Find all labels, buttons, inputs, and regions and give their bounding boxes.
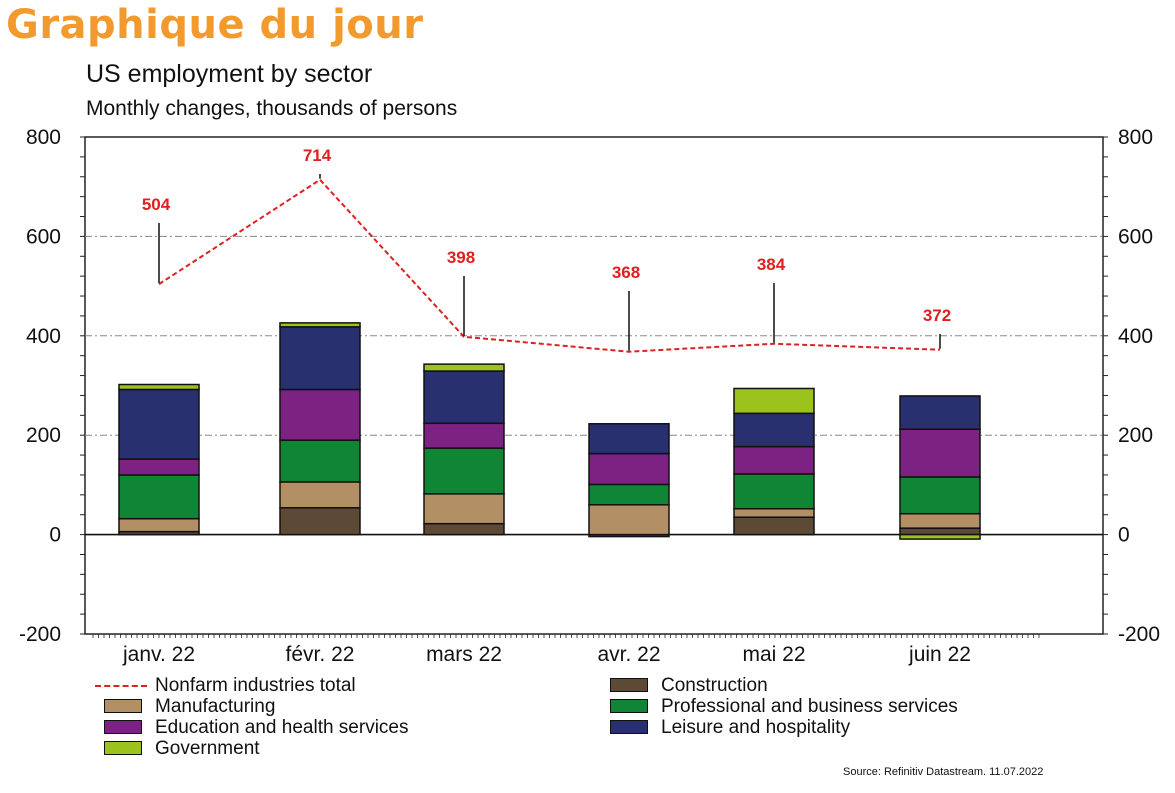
- y-tick-label-left: 600: [26, 225, 61, 248]
- legend-label: Professional and business services: [661, 696, 958, 717]
- legend-label: Education and health services: [155, 717, 409, 738]
- y-tick-label-right: 600: [1118, 225, 1153, 248]
- plot-frame: [84, 136, 1104, 635]
- x-category-label: févr. 22: [286, 643, 355, 666]
- bar-segment: [279, 326, 361, 391]
- y-tick-label-left: 0: [49, 524, 61, 547]
- legend-label: Construction: [661, 675, 768, 696]
- legend-swatch: [104, 699, 142, 713]
- bar-segment: [279, 439, 361, 483]
- bar-segment: [899, 533, 981, 540]
- legend-label: Leisure and hospitality: [661, 717, 851, 738]
- legend-dashed-line: [95, 685, 147, 687]
- bar-segment: [733, 473, 815, 510]
- bar-segment: [733, 516, 815, 536]
- y-tick-label-right: 800: [1118, 126, 1153, 149]
- legend-swatch: [104, 741, 142, 755]
- data-label: 368: [612, 263, 640, 282]
- page-header-title: Graphique du jour: [6, 2, 424, 48]
- bar-segment: [899, 512, 981, 529]
- bar-segment: [588, 483, 670, 506]
- y-tick-label-right: -200: [1118, 623, 1160, 646]
- bar-segment: [588, 452, 670, 486]
- bar-segment: [733, 412, 815, 448]
- bar-segment: [118, 458, 200, 476]
- bar-segment: [733, 387, 815, 415]
- data-label: 398: [447, 248, 475, 267]
- x-category-label: janv. 22: [122, 643, 195, 666]
- bar-segment: [899, 527, 981, 536]
- bar-segment: [899, 428, 981, 478]
- x-category-label: mai 22: [742, 643, 805, 666]
- bar-segment: [423, 447, 505, 495]
- y-tick-label-left: 800: [26, 126, 61, 149]
- bar-segment: [279, 322, 361, 328]
- chart-title: US employment by sector: [86, 60, 373, 88]
- legend-label: Nonfarm industries total: [155, 675, 356, 696]
- legend-swatch: [104, 720, 142, 734]
- data-label: 504: [142, 195, 171, 214]
- y-tick-label-left: -200: [19, 623, 61, 646]
- nonfarm-total-line: [158, 178, 941, 353]
- bar-segment: [279, 507, 361, 536]
- bar-segment: [423, 370, 505, 425]
- legend-swatch: [610, 720, 648, 734]
- bar-segment: [423, 522, 505, 536]
- bar-segment: [118, 474, 200, 520]
- y-tick-label-left: 400: [26, 325, 61, 348]
- chart-subtitle: Monthly changes, thousands of persons: [86, 97, 458, 120]
- bar-segment: [279, 481, 361, 509]
- bar-segment: [279, 388, 361, 441]
- data-label: 714: [303, 146, 332, 165]
- bar-segment: [733, 445, 815, 475]
- data-label: 372: [923, 306, 951, 325]
- y-tick-label-right: 400: [1118, 325, 1153, 348]
- x-category-label: juin 22: [908, 643, 971, 666]
- bar-segment: [118, 388, 200, 460]
- x-category-label: avr. 22: [597, 643, 660, 666]
- bar-segment: [588, 423, 670, 455]
- bar-segment: [899, 476, 981, 515]
- bar-segment: [423, 422, 505, 449]
- legend-swatch: [610, 699, 648, 713]
- bar-segment: [588, 504, 670, 536]
- bar-segment: [423, 363, 505, 372]
- legend-label: Government: [155, 738, 260, 759]
- bar-segment: [733, 508, 815, 518]
- bar-segment: [118, 517, 200, 533]
- y-tick-label-left: 200: [26, 424, 61, 447]
- data-label: 384: [757, 255, 786, 274]
- bar-segment: [423, 493, 505, 525]
- y-tick-label-right: 200: [1118, 424, 1153, 447]
- y-tick-label-right: 0: [1118, 524, 1130, 547]
- x-category-label: mars 22: [426, 643, 502, 666]
- legend-swatch: [610, 678, 648, 692]
- source-note: Source: Refinitiv Datastream. 11.07.2022: [843, 766, 1044, 778]
- legend-label: Manufacturing: [155, 696, 276, 717]
- bar-segment: [118, 383, 200, 391]
- bar-segment: [899, 395, 981, 430]
